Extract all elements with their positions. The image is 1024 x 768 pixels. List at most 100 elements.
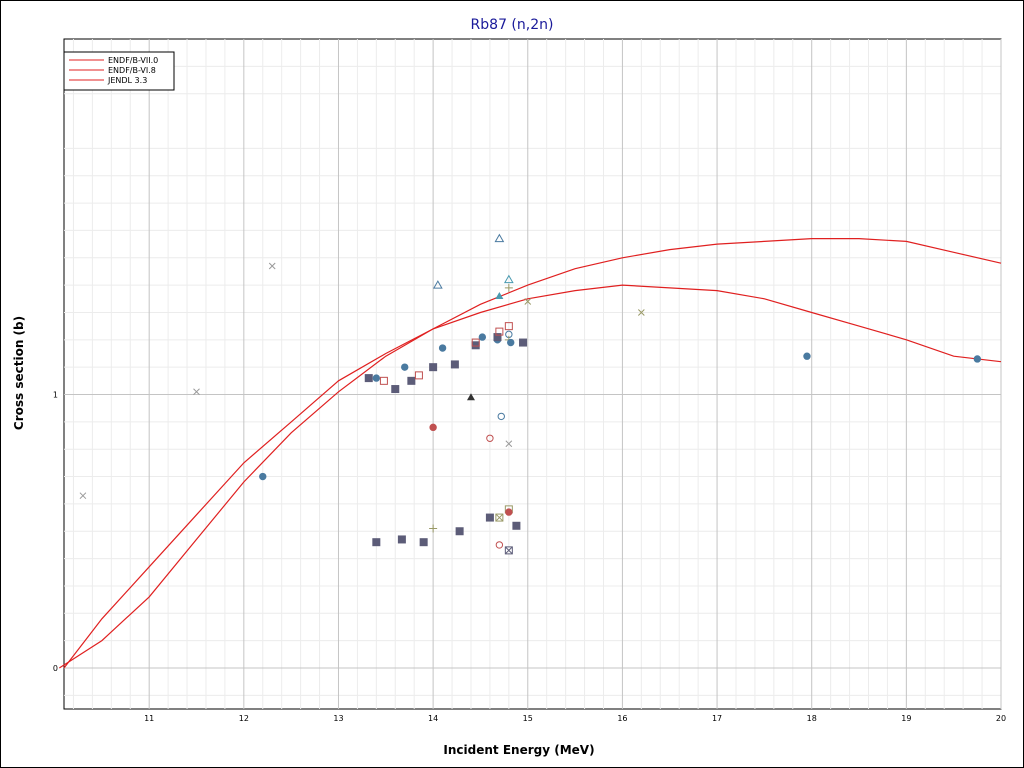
data-point: [471, 338, 480, 347]
data-point: [478, 333, 487, 341]
data-point-square-x-cross: [496, 514, 503, 521]
data-point: [503, 274, 514, 284]
data-point-square: [364, 374, 373, 383]
chart-title: Rb87 (n,2n): [471, 17, 554, 33]
data-point: [193, 388, 200, 396]
data-point: [504, 283, 513, 292]
data-point-square: [471, 341, 480, 350]
data-point-square-open: [471, 338, 480, 347]
data-point: [524, 298, 532, 305]
x-axis-label: Incident Energy (MeV): [443, 743, 594, 757]
data-point: [637, 309, 645, 316]
data-point-triangle-open: [494, 233, 505, 243]
data-point: [504, 322, 513, 331]
series-lines: [58, 238, 1002, 669]
data-point: [504, 546, 513, 555]
data-point: [391, 385, 400, 394]
data-point: [471, 341, 480, 350]
data-point: [495, 513, 504, 522]
data-point: [495, 292, 504, 300]
data-point: [519, 338, 528, 347]
data-point-square: [419, 538, 428, 547]
data-point: [438, 344, 447, 352]
data-point-circle: [973, 355, 982, 363]
data-point: [429, 363, 438, 372]
x-tick-label: 17: [712, 714, 722, 723]
data-point: [259, 472, 267, 481]
data-point: [495, 327, 504, 336]
data-point-circle-open: [495, 541, 504, 549]
data-point: [455, 527, 464, 536]
data-point-square-open: [379, 376, 388, 385]
data-point: [407, 376, 416, 385]
x-tick-label: 16: [617, 714, 627, 723]
data-point: [450, 360, 459, 369]
data-point: [414, 371, 423, 380]
y-axis-label: Cross section (b): [12, 316, 26, 430]
data-point: [495, 541, 504, 549]
data-point: [364, 374, 373, 383]
x-tick-label: 11: [144, 714, 154, 723]
y-tick-labels: 01: [53, 391, 58, 673]
y-tick-label: 0: [53, 664, 58, 673]
data-point: [494, 233, 505, 243]
legend-box: [63, 51, 175, 91]
data-point-circle: [429, 423, 437, 432]
legend-label-endf-b-vii0: ENDF/B-VII.0: [108, 56, 158, 65]
data-point: [466, 393, 475, 401]
data-point-square: [397, 535, 406, 544]
data-point-square: [519, 338, 528, 347]
data-point-circle: [478, 333, 487, 341]
data-point-circle: [507, 338, 515, 347]
data-point-square: [372, 538, 381, 547]
data-point: [432, 280, 443, 289]
data-point-square: [391, 385, 400, 394]
data-point-circle: [259, 472, 267, 481]
data-point-circle: [438, 344, 447, 352]
x-tick-labels: 11 12 13 14 15 16 17 18 19 20: [144, 714, 1006, 723]
legend-label-endf-b-vi8: ENDF/B-VI.8: [108, 66, 156, 75]
x-tick-label: 12: [239, 714, 249, 723]
experimental-points: [79, 233, 982, 555]
x-tick-label: 19: [901, 714, 911, 723]
data-point-triangle-open: [432, 280, 443, 289]
data-point-triangle-open: [503, 274, 514, 284]
x-tick-label: 20: [996, 714, 1006, 723]
data-point: [372, 374, 381, 382]
data-point: [429, 423, 437, 432]
data-point: [493, 333, 502, 342]
data-point-square: [450, 360, 459, 369]
x-tick-label: 18: [807, 714, 817, 723]
data-point: [429, 524, 438, 533]
data-point-square: [429, 363, 438, 372]
data-point-square-x: [495, 513, 504, 522]
data-point-square-open: [504, 322, 513, 331]
data-point-square-open: [414, 371, 423, 380]
legend: ENDF/B-VII.0 ENDF/B-VI.8 JENDL 3.3: [63, 51, 175, 91]
data-point: [372, 538, 381, 547]
data-point: [79, 492, 87, 500]
data-point-square: [455, 527, 464, 536]
data-point: [497, 412, 505, 421]
data-point: [505, 440, 513, 448]
data-point-plus: [429, 524, 438, 533]
data-point: [803, 352, 811, 360]
data-point-x: [637, 309, 645, 316]
data-point-circle-open: [497, 412, 505, 421]
data-point: [512, 521, 521, 530]
minor-grid: [64, 39, 1001, 709]
data-point-square: [512, 521, 521, 530]
data-point-square-x-cross: [505, 547, 513, 554]
legend-label-jendl-33: JENDL 3.3: [107, 76, 147, 85]
data-point: [268, 262, 276, 270]
data-point-circle: [803, 352, 811, 360]
data-point: [401, 363, 409, 371]
data-point-x: [193, 388, 200, 396]
data-point: [397, 535, 406, 544]
y-tick-label: 1: [53, 391, 58, 400]
x-tick-label: 14: [428, 714, 438, 723]
data-point: [505, 508, 513, 516]
data-point-circle: [505, 508, 513, 516]
data-point-circle: [401, 363, 409, 371]
